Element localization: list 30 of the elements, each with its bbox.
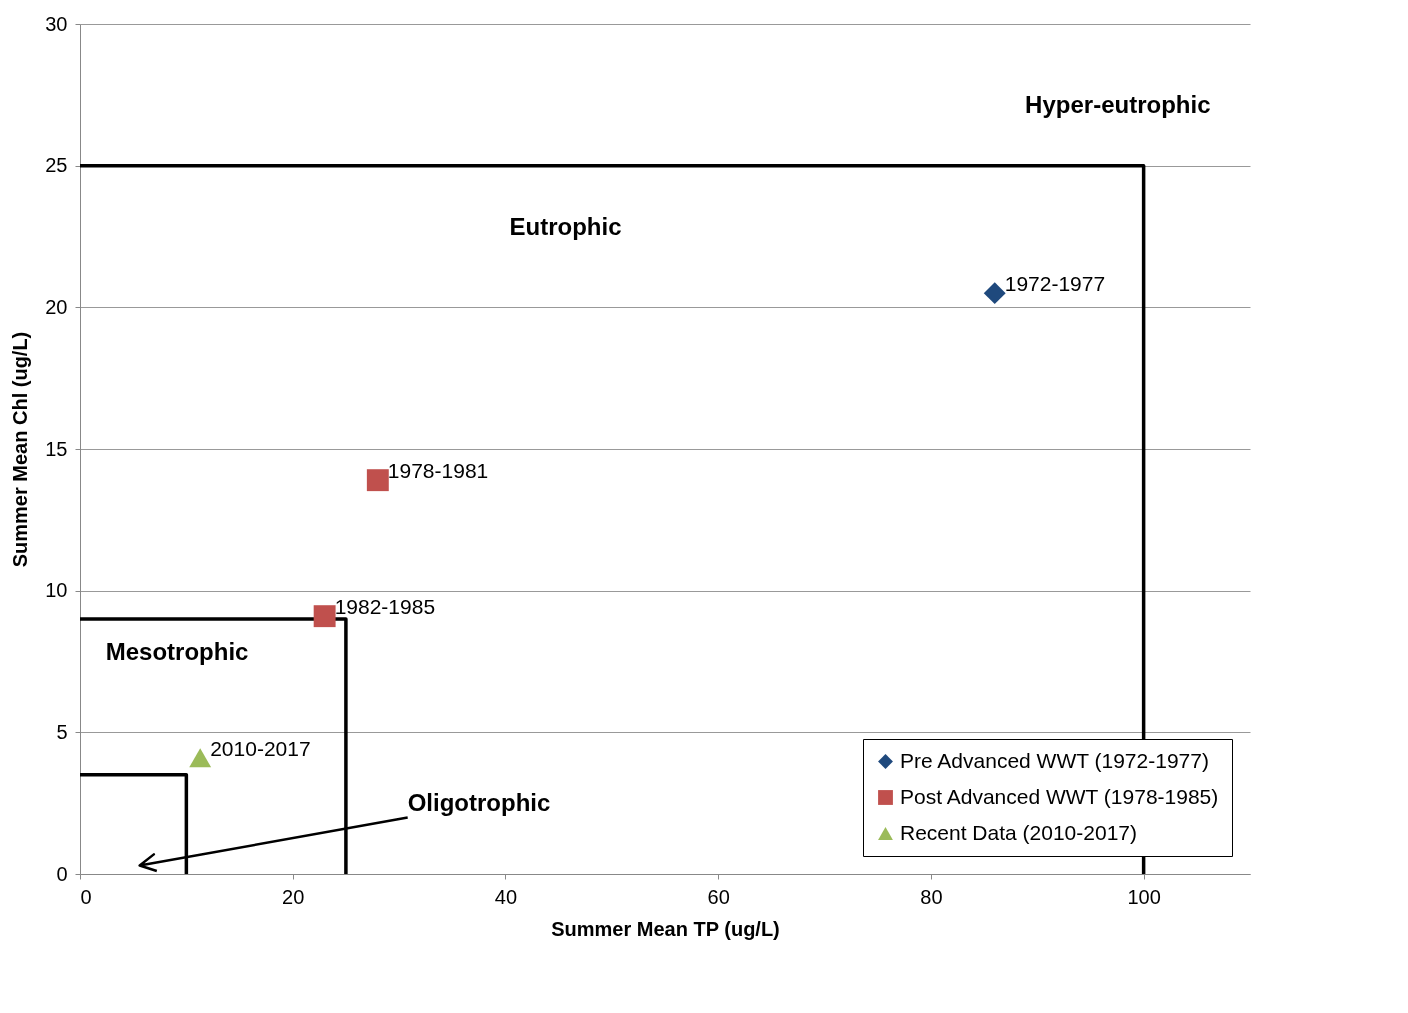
y-tick-label: 25	[45, 154, 68, 177]
x-tick-label: 20	[282, 885, 305, 908]
x-tick-label: 40	[494, 885, 518, 908]
y-tick-label: 15	[45, 437, 68, 460]
y-tick-label: 30	[45, 12, 68, 35]
y-axis-title: Summer Mean Chl (ug/L)	[9, 331, 32, 568]
annotation: Eutrophic	[509, 213, 622, 240]
legend-label: Pre Advanced WWT (1972-1977)	[900, 748, 1209, 772]
point	[189, 748, 212, 768]
point	[366, 469, 389, 492]
x-tick-label: 0	[80, 885, 92, 908]
point	[983, 282, 1006, 305]
y-tick-label: 10	[45, 579, 68, 602]
x-tick-label: 80	[920, 885, 943, 908]
y-tick-label: 20	[45, 295, 68, 318]
legend-label: Post Advanced WWT (1978-1985)	[900, 784, 1219, 808]
annotation: Oligotrophic	[407, 788, 551, 816]
data-label: 1978-1981	[387, 459, 489, 483]
y-tick-label: 5	[56, 720, 68, 743]
data-label: 1972-1977	[1004, 272, 1106, 296]
data-label: 1982-1985	[334, 595, 436, 619]
x-tick-label: 100	[1127, 885, 1161, 908]
point	[313, 605, 336, 628]
x-axis-title: Summer Mean TP (ug/L)	[551, 917, 780, 940]
data-label: 2010-2017	[210, 736, 311, 760]
legend-label: Recent Data (2010-2017)	[900, 820, 1137, 844]
annotation: Mesotrophic	[105, 638, 249, 665]
annotation: Hyper-eutrophic	[1025, 91, 1211, 119]
y-tick-label: 0	[56, 862, 68, 885]
x-tick-label: 60	[707, 885, 730, 908]
